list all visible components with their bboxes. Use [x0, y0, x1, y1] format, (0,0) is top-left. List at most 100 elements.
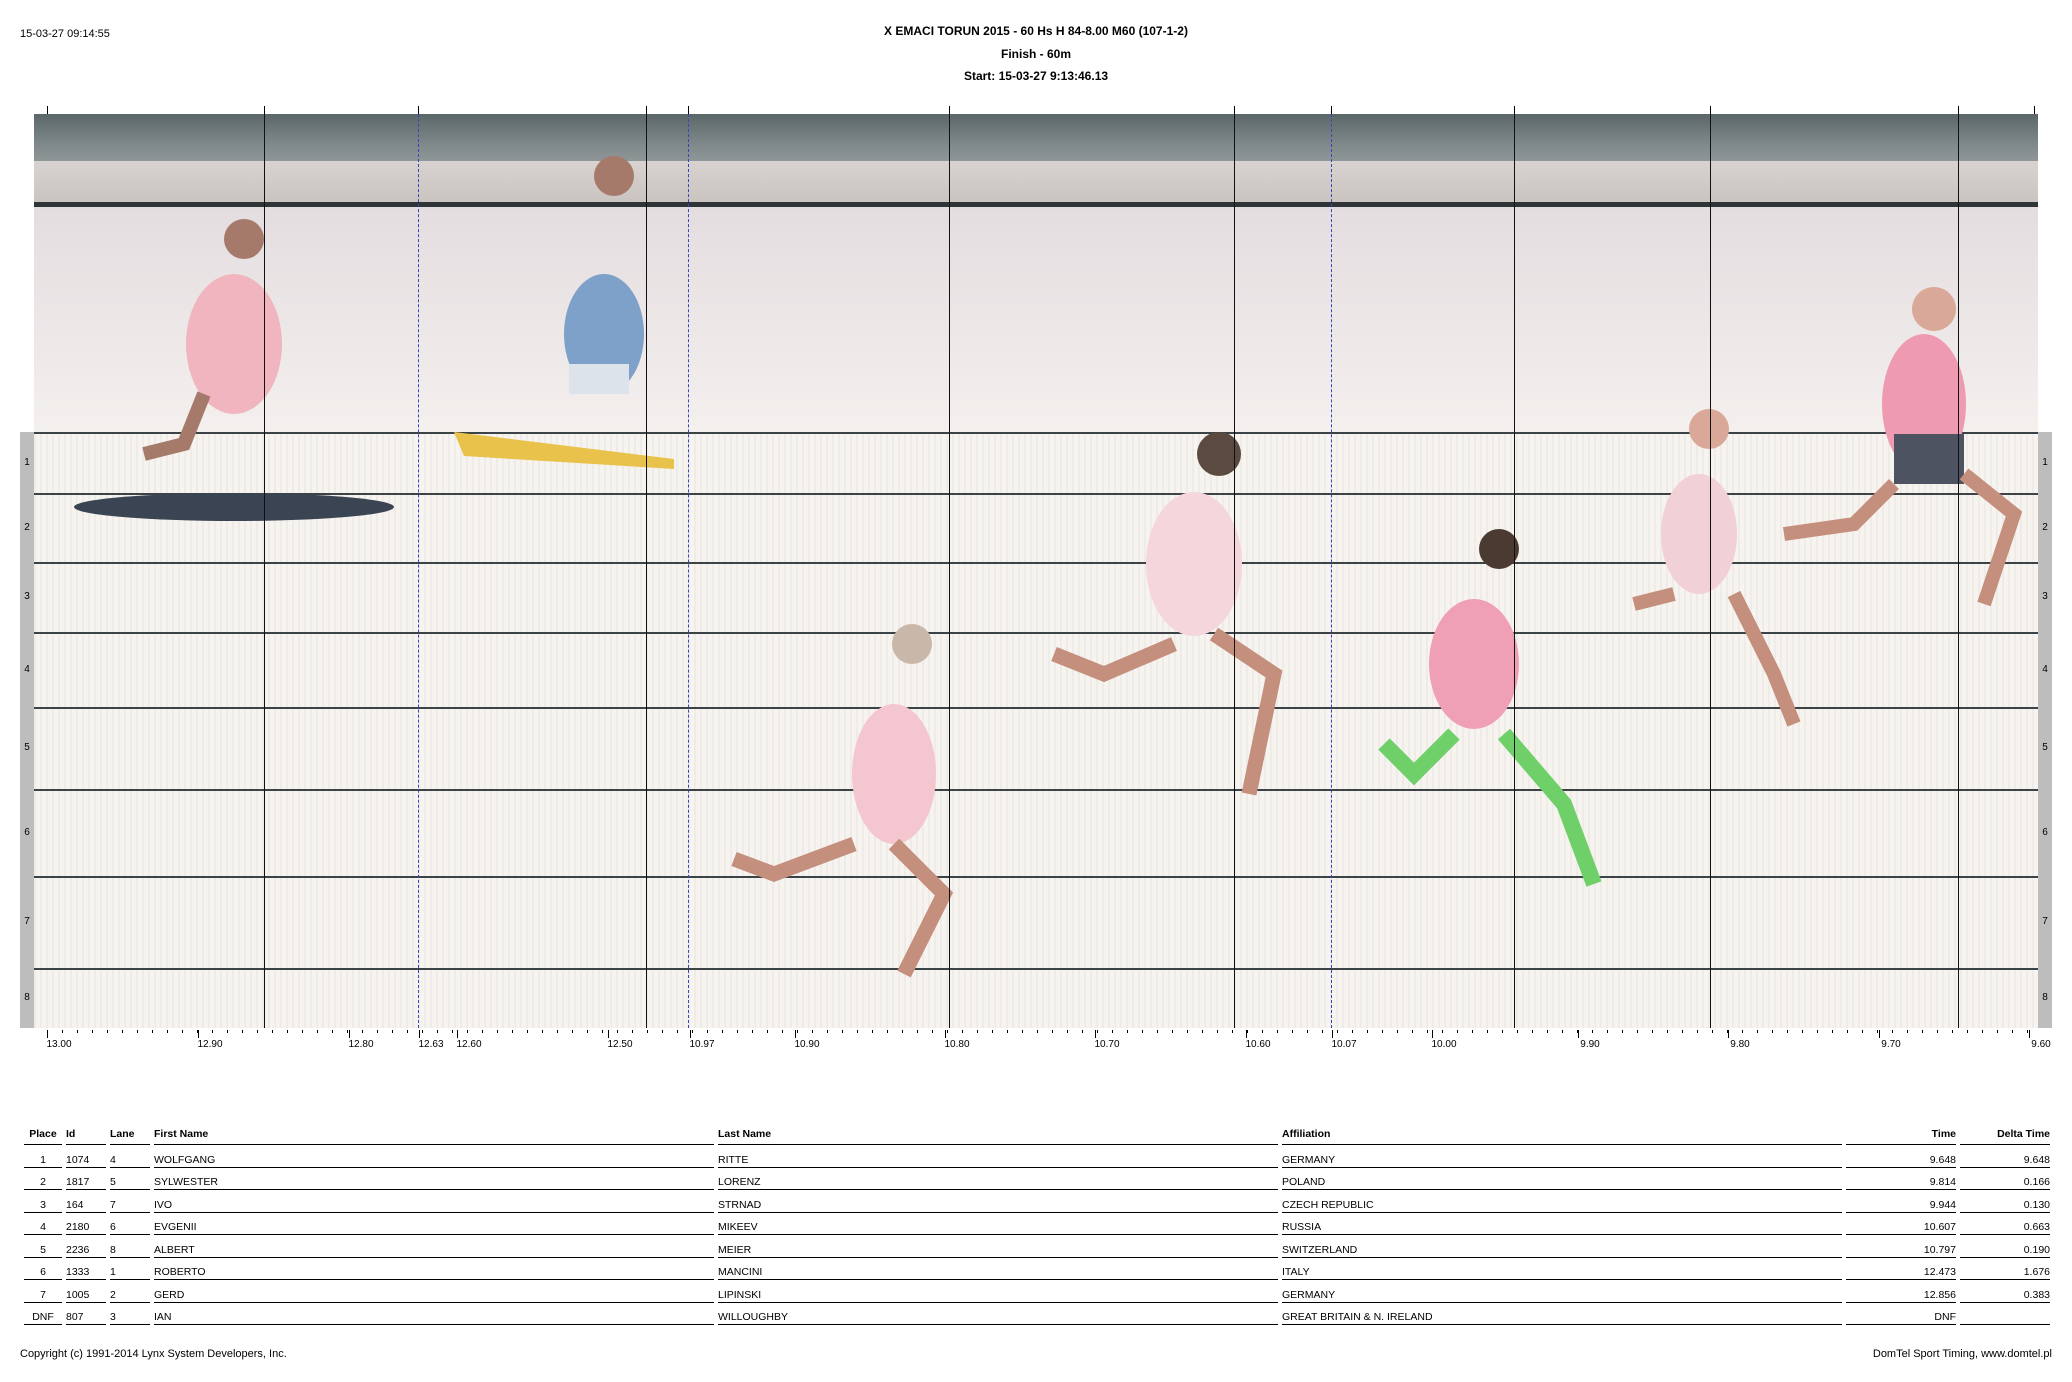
minor-tick — [1352, 1030, 1353, 1033]
tick-mark — [688, 106, 689, 114]
major-tick — [47, 1030, 48, 1038]
stand-wall — [34, 161, 2038, 205]
column-header: Last Name — [718, 1124, 1278, 1145]
result-cell: 7 — [110, 1190, 150, 1213]
axis-tick-label: 10.70 — [1094, 1039, 1120, 1050]
minor-tick — [437, 1030, 438, 1033]
guide-line-dashed — [418, 114, 419, 1028]
major-tick — [1728, 1030, 1729, 1038]
lane-line — [34, 562, 2038, 564]
minor-tick — [1772, 1030, 1773, 1033]
minor-tick — [752, 1030, 753, 1033]
result-cell: SWITZERLAND — [1282, 1235, 1842, 1258]
minor-tick — [617, 1030, 618, 1033]
lane-line — [34, 789, 2038, 791]
minor-tick — [122, 1030, 123, 1033]
minor-tick — [827, 1030, 828, 1033]
guide-line-dashed — [1331, 114, 1332, 1028]
result-row: 6 1333 1 ROBERTO MANCINI ITALY 12.473 1.676 — [24, 1258, 2050, 1280]
minor-tick — [1172, 1030, 1173, 1033]
minor-tick — [1202, 1030, 1203, 1033]
lane-number: 8 — [24, 992, 30, 1003]
minor-tick — [602, 1030, 603, 1033]
minor-tick — [1142, 1030, 1143, 1033]
result-cell: 1333 — [66, 1258, 106, 1280]
result-cell: 5 — [110, 1168, 150, 1190]
result-cell: 12.473 — [1846, 1258, 1956, 1280]
result-cell: 10.797 — [1846, 1235, 1956, 1258]
minor-tick — [1622, 1030, 1623, 1033]
minor-tick — [107, 1030, 108, 1033]
minor-tick — [917, 1030, 918, 1033]
minor-tick — [212, 1030, 213, 1033]
minor-tick — [1922, 1030, 1923, 1033]
lane-number: 2 — [24, 521, 30, 533]
minor-tick — [1247, 1030, 1248, 1033]
result-cell: ITALY — [1282, 1258, 1842, 1280]
result-cell: 1817 — [66, 1168, 106, 1190]
minor-tick — [1832, 1030, 1833, 1033]
minor-tick — [152, 1030, 153, 1033]
minor-tick — [692, 1030, 693, 1033]
result-cell: 12.856 — [1846, 1280, 1956, 1303]
result-cell: 0.383 — [1960, 1280, 2050, 1303]
minor-tick — [557, 1030, 558, 1033]
minor-tick — [2012, 1030, 2013, 1033]
minor-tick — [182, 1030, 183, 1033]
photo-finish-image[interactable] — [34, 114, 2038, 1028]
lane-number: 7 — [2042, 916, 2048, 927]
minor-tick — [1817, 1030, 1818, 1033]
minor-tick — [92, 1030, 93, 1033]
minor-tick — [272, 1030, 273, 1033]
minor-tick — [497, 1030, 498, 1033]
minor-tick — [1892, 1030, 1893, 1033]
minor-tick — [1112, 1030, 1113, 1033]
major-tick — [419, 1030, 420, 1038]
minor-tick — [452, 1030, 453, 1033]
axis-tick-label: 13.00 — [46, 1039, 72, 1050]
result-cell: 5 — [24, 1235, 62, 1258]
minor-tick — [332, 1030, 333, 1033]
column-header: Delta Time — [1960, 1124, 2050, 1145]
result-cell: IAN — [154, 1303, 714, 1325]
lane-number: 8 — [2042, 992, 2048, 1003]
lane-line — [34, 707, 2038, 709]
stand-band — [34, 114, 2038, 161]
minor-tick — [2027, 1030, 2028, 1033]
minor-tick — [197, 1030, 198, 1033]
minor-tick — [542, 1030, 543, 1033]
minor-tick — [62, 1030, 63, 1033]
axis-tick-label: 9.60 — [2031, 1039, 2051, 1050]
result-cell: IVO — [154, 1190, 714, 1213]
lane-number: 3 — [2042, 591, 2048, 602]
result-cell: 1005 — [66, 1280, 106, 1303]
result-cell: 10.607 — [1846, 1213, 1956, 1235]
minor-tick — [1277, 1030, 1278, 1033]
guide-line-dashed — [688, 114, 689, 1028]
result-row: 2 1817 5 SYLWESTER LORENZ POLAND 9.814 0.166 — [24, 1168, 2050, 1190]
minor-tick — [1217, 1030, 1218, 1033]
minor-tick — [527, 1030, 528, 1033]
result-cell: 9.648 — [1960, 1145, 2050, 1168]
result-cell: 164 — [66, 1190, 106, 1213]
column-header: First Name — [154, 1124, 714, 1145]
minor-tick — [662, 1030, 663, 1033]
minor-tick — [302, 1030, 303, 1033]
minor-tick — [1412, 1030, 1413, 1033]
minor-tick — [1967, 1030, 1968, 1033]
minor-tick — [392, 1030, 393, 1033]
result-cell: MIKEEV — [718, 1213, 1278, 1235]
minor-tick — [932, 1030, 933, 1033]
minor-tick — [1952, 1030, 1953, 1033]
minor-tick — [1367, 1030, 1368, 1033]
axis-tick-label: 12.90 — [197, 1039, 223, 1050]
major-tick — [1578, 1030, 1579, 1038]
result-cell: RUSSIA — [1282, 1213, 1842, 1235]
tick-mark — [1958, 106, 1959, 114]
major-tick — [795, 1030, 796, 1038]
result-row: DNF 807 3 IAN WILLOUGHBY GREAT BRITAIN & N. I… — [24, 1303, 2050, 1325]
minor-tick — [1607, 1030, 1608, 1033]
athlete-lane-8 — [1378, 529, 1602, 887]
minor-tick — [857, 1030, 858, 1033]
race-start-time: Start: 15-03-27 9:13:46.13 — [963, 69, 1109, 83]
